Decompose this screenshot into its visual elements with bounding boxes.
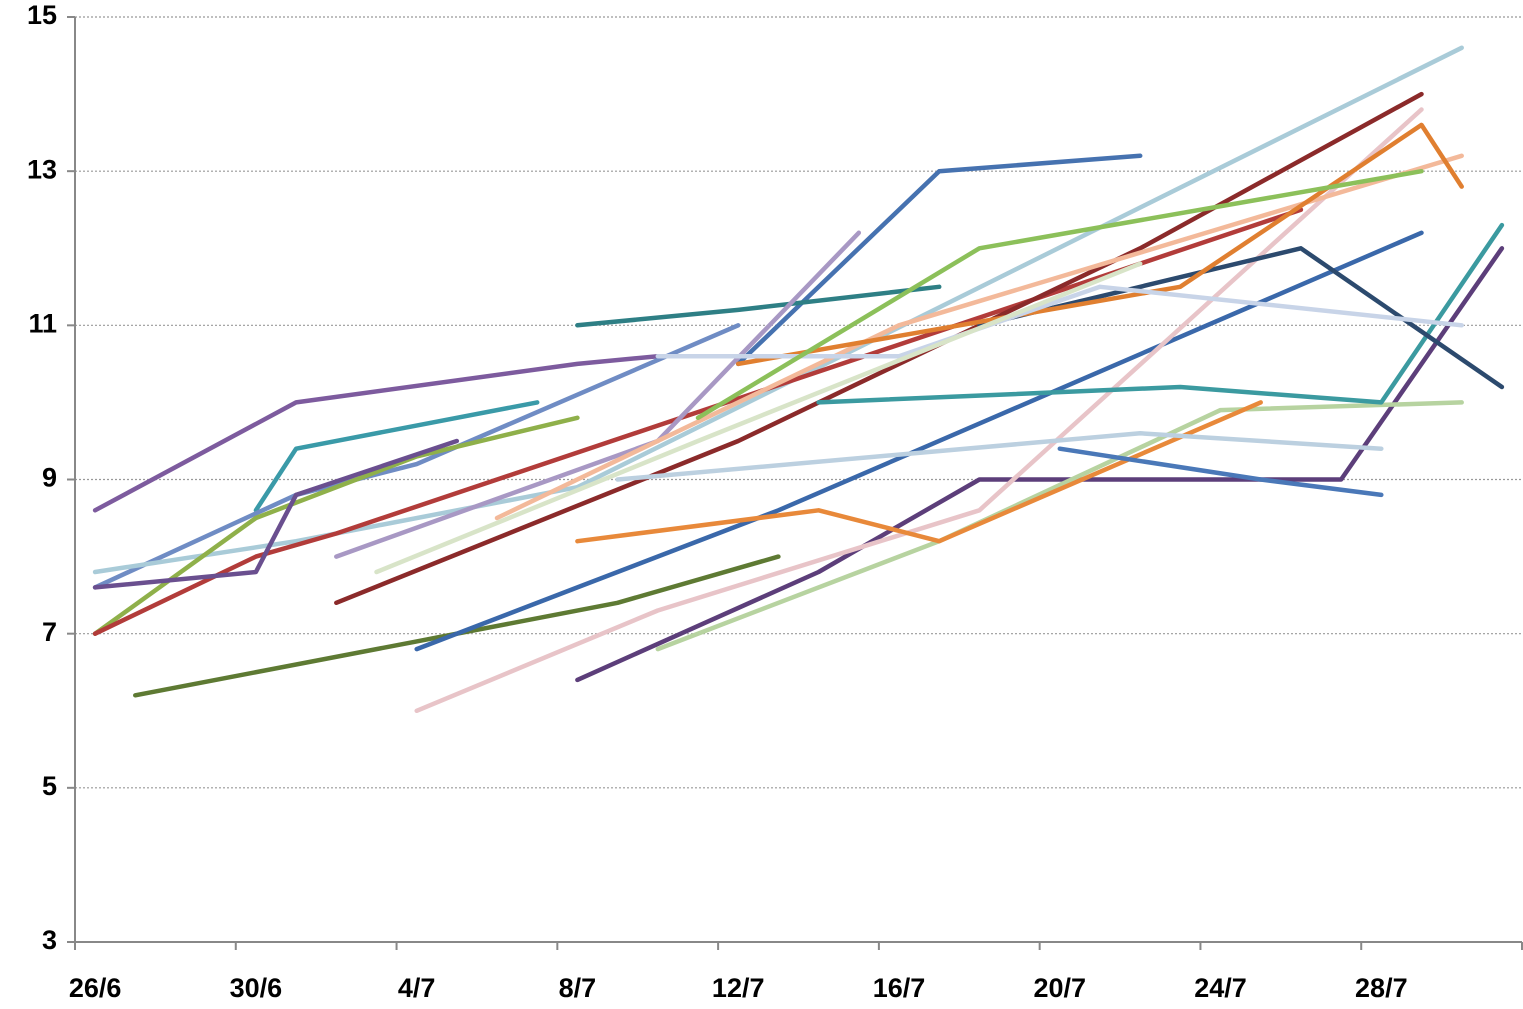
y-tick-label: 5	[42, 771, 57, 801]
series-line	[414, 107, 1424, 714]
series-line	[92, 415, 580, 636]
series-line	[735, 122, 1464, 367]
x-tick-label: 28/7	[1355, 973, 1408, 1003]
x-tick-label: 16/7	[873, 973, 926, 1003]
series-line	[253, 400, 540, 513]
series-line	[92, 207, 1304, 636]
series-line	[374, 261, 1143, 575]
x-tick-label: 30/6	[230, 973, 283, 1003]
x-tick-label: 12/7	[712, 973, 765, 1003]
x-tick-label: 4/7	[398, 973, 436, 1003]
series-line	[1057, 446, 1384, 498]
y-tick-label: 3	[42, 925, 57, 955]
series-line	[655, 400, 1464, 652]
series-line	[494, 153, 1464, 521]
x-tick-label: 20/7	[1033, 973, 1086, 1003]
y-tick-label: 9	[42, 463, 57, 493]
x-tick-label: 26/6	[69, 973, 122, 1003]
series-line	[575, 246, 1505, 683]
y-tick-label: 15	[27, 0, 57, 30]
series-line	[816, 222, 1505, 405]
x-tick-label: 8/7	[559, 973, 597, 1003]
y-tick-label: 11	[28, 308, 57, 338]
y-tick-label: 7	[42, 617, 57, 647]
series-line	[133, 554, 781, 698]
series-line	[92, 45, 1464, 575]
series-line	[695, 168, 1424, 421]
x-tick-label: 24/7	[1194, 973, 1247, 1003]
series-line	[92, 353, 661, 513]
series-line	[575, 400, 1263, 544]
series-line	[92, 438, 460, 590]
series-line	[977, 246, 1505, 390]
series-line	[735, 153, 1143, 367]
series-line	[615, 431, 1384, 482]
y-tick-label: 13	[27, 154, 57, 184]
series-line	[414, 230, 1424, 652]
series-line	[575, 284, 942, 328]
